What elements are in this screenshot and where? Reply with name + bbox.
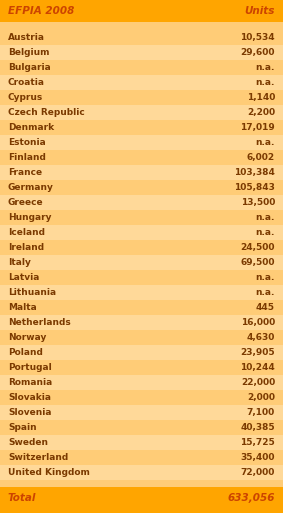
- Text: n.a.: n.a.: [256, 78, 275, 87]
- Text: 69,500: 69,500: [241, 258, 275, 267]
- Bar: [0, 420, 283, 435]
- Bar: [0, 435, 283, 450]
- Text: 22,000: 22,000: [241, 378, 275, 387]
- Text: Sweden: Sweden: [8, 438, 48, 447]
- Bar: [0, 135, 283, 150]
- Bar: [0, 450, 283, 465]
- Text: United Kingdom: United Kingdom: [8, 468, 90, 477]
- Text: Belgium: Belgium: [8, 48, 50, 57]
- Text: Czech Republic: Czech Republic: [8, 108, 85, 117]
- Text: 35,400: 35,400: [241, 453, 275, 462]
- Bar: [0, 45, 283, 60]
- Text: Germany: Germany: [8, 183, 54, 192]
- Text: 40,385: 40,385: [240, 423, 275, 432]
- Bar: [0, 390, 283, 405]
- Text: n.a.: n.a.: [256, 273, 275, 282]
- Bar: [0, 165, 283, 180]
- Bar: [0, 120, 283, 135]
- Text: Malta: Malta: [8, 303, 37, 312]
- Bar: [0, 300, 283, 315]
- Bar: [0, 225, 283, 240]
- Text: Norway: Norway: [8, 333, 46, 342]
- Text: 16,000: 16,000: [241, 318, 275, 327]
- Bar: [0, 360, 283, 375]
- Text: Latvia: Latvia: [8, 273, 39, 282]
- Bar: [0, 330, 283, 345]
- Text: Slovakia: Slovakia: [8, 393, 51, 402]
- Text: 4,630: 4,630: [246, 333, 275, 342]
- Text: Finland: Finland: [8, 153, 46, 162]
- Text: Austria: Austria: [8, 33, 45, 42]
- Text: 6,002: 6,002: [247, 153, 275, 162]
- Bar: [0, 150, 283, 165]
- Text: Croatia: Croatia: [8, 78, 45, 87]
- Text: Cyprus: Cyprus: [8, 93, 43, 102]
- Text: 17,019: 17,019: [240, 123, 275, 132]
- Bar: [0, 270, 283, 285]
- Text: 10,244: 10,244: [240, 363, 275, 372]
- Text: Hungary: Hungary: [8, 213, 52, 222]
- Text: n.a.: n.a.: [256, 63, 275, 72]
- Text: EFPIA 2008: EFPIA 2008: [8, 6, 74, 16]
- Text: 2,200: 2,200: [247, 108, 275, 117]
- Text: 2,000: 2,000: [247, 393, 275, 402]
- Text: 105,843: 105,843: [234, 183, 275, 192]
- Text: Denmark: Denmark: [8, 123, 54, 132]
- Text: n.a.: n.a.: [256, 288, 275, 297]
- Text: 7,100: 7,100: [247, 408, 275, 417]
- Text: Units: Units: [245, 6, 275, 16]
- Bar: [0, 210, 283, 225]
- Text: n.a.: n.a.: [256, 138, 275, 147]
- Bar: [0, 75, 283, 90]
- Bar: [0, 30, 283, 45]
- Text: Greece: Greece: [8, 198, 44, 207]
- Bar: [0, 465, 283, 480]
- Text: 10,534: 10,534: [240, 33, 275, 42]
- Bar: [0, 255, 283, 270]
- Bar: [0, 60, 283, 75]
- Bar: [0, 22, 283, 30]
- Text: 72,000: 72,000: [241, 468, 275, 477]
- Text: 445: 445: [256, 303, 275, 312]
- Bar: [0, 180, 283, 195]
- Text: Switzerland: Switzerland: [8, 453, 68, 462]
- Text: Lithuania: Lithuania: [8, 288, 56, 297]
- Text: 23,905: 23,905: [240, 348, 275, 357]
- Text: Portugal: Portugal: [8, 363, 52, 372]
- Text: 13,500: 13,500: [241, 198, 275, 207]
- Bar: [0, 487, 283, 509]
- Text: Poland: Poland: [8, 348, 43, 357]
- Bar: [0, 240, 283, 255]
- Text: n.a.: n.a.: [256, 213, 275, 222]
- Text: n.a.: n.a.: [256, 228, 275, 237]
- Text: Ireland: Ireland: [8, 243, 44, 252]
- Bar: [0, 345, 283, 360]
- Bar: [0, 90, 283, 105]
- Text: 633,056: 633,056: [228, 493, 275, 503]
- Bar: [0, 285, 283, 300]
- Text: Total: Total: [8, 493, 37, 503]
- Text: France: France: [8, 168, 42, 177]
- Text: 15,725: 15,725: [240, 438, 275, 447]
- Text: Italy: Italy: [8, 258, 31, 267]
- Text: Spain: Spain: [8, 423, 37, 432]
- Bar: [0, 375, 283, 390]
- Text: Iceland: Iceland: [8, 228, 45, 237]
- Text: Estonia: Estonia: [8, 138, 46, 147]
- Bar: [0, 105, 283, 120]
- Bar: [0, 0, 283, 22]
- Bar: [0, 315, 283, 330]
- Bar: [0, 480, 283, 487]
- Text: 24,500: 24,500: [241, 243, 275, 252]
- Text: 29,600: 29,600: [241, 48, 275, 57]
- Text: Bulgaria: Bulgaria: [8, 63, 51, 72]
- Bar: [0, 405, 283, 420]
- Bar: [0, 195, 283, 210]
- Text: Romania: Romania: [8, 378, 52, 387]
- Text: 1,140: 1,140: [246, 93, 275, 102]
- Text: Netherlands: Netherlands: [8, 318, 71, 327]
- Text: Slovenia: Slovenia: [8, 408, 52, 417]
- Text: 103,384: 103,384: [234, 168, 275, 177]
